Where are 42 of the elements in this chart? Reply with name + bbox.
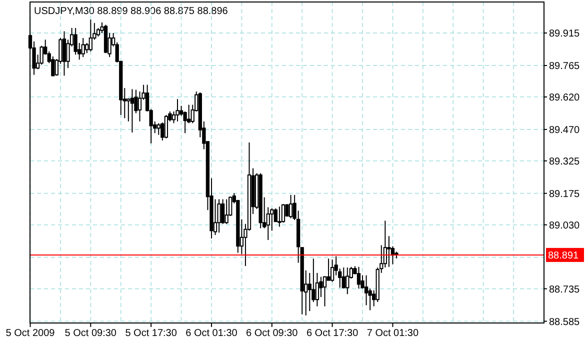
x-tick-label: 7 Oct 01:30	[366, 328, 420, 339]
y-tick-label: 89.325	[549, 156, 580, 168]
candlestick	[322, 276, 327, 307]
candlestick	[81, 37, 85, 58]
candlestick	[156, 122, 160, 136]
x-tick-label: 6 Oct 09:30	[246, 328, 298, 339]
x-tick-label: 5 Oct 2009	[6, 328, 56, 339]
y-tick-label: 88.735	[549, 284, 580, 296]
candlestick	[224, 198, 228, 224]
y-tick-label: 89.030	[549, 220, 580, 232]
candlestick	[74, 28, 78, 56]
x-tick-label: 6 Oct 01:30	[186, 328, 238, 339]
candlestick	[217, 198, 221, 234]
y-tick-label: 89.175	[549, 188, 580, 200]
chart-title: USDJPY,M30 88.899 88.906 88.875 88.896	[34, 6, 228, 17]
candlestick	[364, 274, 368, 306]
candlestick	[288, 194, 293, 219]
y-tick-label: 89.765	[549, 61, 580, 72]
candlestick	[130, 88, 134, 133]
candlestick	[51, 56, 55, 77]
candlestick	[330, 258, 334, 282]
candlestick	[176, 98, 180, 122]
candlestick	[40, 45, 44, 66]
candlestick	[346, 267, 350, 295]
candlestick	[278, 206, 282, 228]
candlestick	[387, 236, 391, 268]
candlestick	[62, 30, 66, 76]
y-tick-label: 89.470	[549, 124, 580, 136]
candlestick	[220, 198, 225, 224]
candlestick	[88, 19, 92, 52]
y-tick-label: 89.915	[549, 28, 580, 40]
candlestick	[281, 204, 286, 224]
y-tick-label: 88.585	[549, 316, 580, 328]
ref-line-label: 88.891	[548, 250, 580, 262]
candlestick	[126, 98, 130, 122]
candlestick	[356, 266, 361, 290]
x-tick-label: 5 Oct 17:30	[125, 328, 178, 339]
x-tick-label: 5 Oct 09:30	[64, 328, 117, 339]
candlestick	[164, 114, 168, 139]
y-tick-label: 89.620	[549, 92, 580, 104]
candlestick	[342, 267, 346, 290]
x-tick-label: 6 Oct 17:30	[306, 328, 359, 339]
